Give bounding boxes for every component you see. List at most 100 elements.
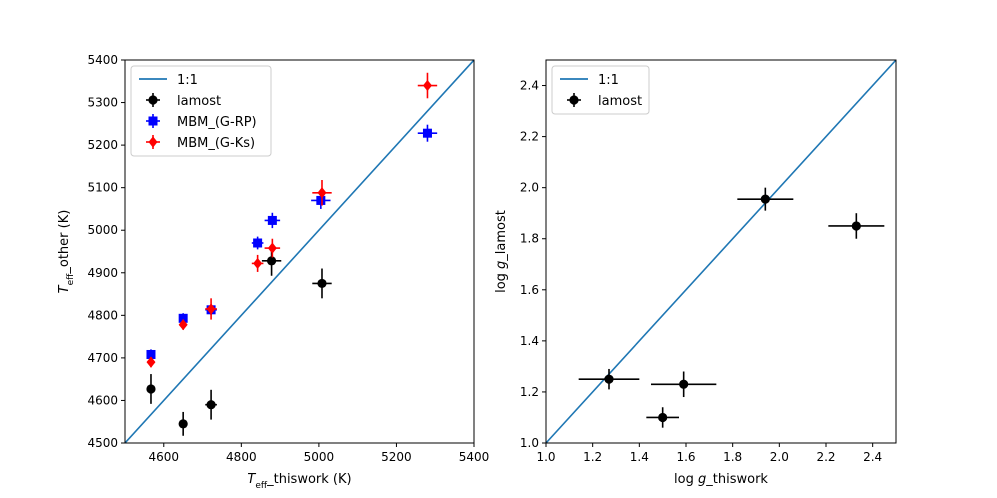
legend-box [130,65,272,157]
legend-label: 1:1 [177,73,198,88]
data-point-mbm-g-ks--4 [264,238,281,258]
y-axis-label: log g_lamost [494,210,509,293]
data-point-mbm-g-rp--4 [264,212,281,229]
data-point-lamost-0 [146,374,156,404]
x-tick-label: 4600 [149,450,180,464]
data-point-lamost-1 [646,407,679,428]
point-marker [317,187,327,199]
y-tick-label: 2.0 [520,181,539,195]
x-tick-label: 1.4 [630,450,649,464]
x-tick-label: 1.6 [676,450,695,464]
point-marker [146,356,156,368]
x-tick-label: 2.0 [770,450,789,464]
y-tick-label: 4800 [87,308,118,322]
data-point-lamost-4 [828,213,885,239]
y-tick-label: 5400 [87,53,118,67]
data-point-lamost-2 [205,389,217,420]
one-to-one-line [546,60,896,443]
one-to-one-line [125,60,474,443]
y-axis-label-rest: _other (K) [57,210,72,275]
point-marker [178,419,188,429]
legend-label: MBM_(G-RP) [177,115,257,130]
y-tick-label: 2.2 [520,130,539,144]
y-tick-label: 5000 [87,223,118,237]
point-marker [206,303,216,315]
data-point-mbm-g-rp--6 [417,124,438,142]
data-point-lamost-4 [312,268,332,299]
x-axis-label: Teff_thiswork (K) [247,472,351,491]
legend: 1:1 lamost [551,65,650,115]
x-tick-label: 4800 [226,450,257,464]
x-tick-label: 5000 [304,450,335,464]
y-tick-label: 1.2 [520,385,539,399]
panel-teff: 4600 4800 5000 5200 5400 4500 4600 4700 4800 4900… [57,53,489,491]
point-marker [851,221,861,231]
data-point-mbm-g-ks--6 [417,72,438,99]
x-axis-label-main: T [247,472,256,487]
x-axis-label-ital: g [698,472,706,487]
point-marker [146,384,156,394]
plot-area [546,60,896,443]
x-tick-label: 1.2 [583,450,602,464]
x-axis-label-main: log [674,472,698,487]
point-marker [422,128,432,138]
point-marker [253,238,263,248]
x-tick-label: 2.2 [816,450,835,464]
y-tick-label: 4700 [87,351,118,365]
x-axis-label-rest: _thiswork [705,472,768,487]
legend-label: lamost [177,94,221,109]
y-tick-label: 5200 [87,138,118,152]
y-axis-label-sub: eff [66,273,76,286]
y-tick-label: 2.4 [520,79,539,93]
x-tick-label: 5200 [381,450,412,464]
legend-label: MBM_(G-Ks) [177,136,255,151]
data-point-lamost-0 [578,368,640,390]
data-point-mbm-g-ks--3 [251,254,264,272]
y-tick-label: 5300 [87,96,118,110]
y-axis-label-main: log [494,269,509,293]
legend: 1:1 lamost MBM_(G-RP) MBM_(G-Ks) [130,65,272,157]
y-axis-label-main: T [57,284,72,293]
point-marker [658,412,668,423]
x-axis-label: log g_thiswork [674,472,768,487]
data-point-lamost-2 [651,371,717,398]
point-marker [317,278,327,289]
point-marker [178,319,188,331]
data-point-lamost-1 [178,411,188,436]
axes-frame [545,59,897,444]
y-axis-label-rest: _lamost [494,210,509,262]
point-marker [267,215,277,225]
y-axis-label-ital: g [494,261,509,269]
point-marker [146,349,156,359]
point-marker [253,257,263,270]
data-point-mbm-g-ks--2 [205,298,217,320]
data-point-mbm-g-ks--1 [178,319,188,331]
legend-marker [148,116,158,126]
legend-marker [148,95,158,105]
legend-label: lamost [598,94,642,109]
x-tick-label: 1.8 [723,450,742,464]
legend-marker [569,95,579,105]
point-marker [206,400,216,410]
x-tick-label: 2.4 [863,450,882,464]
y-tick-label: 5100 [87,181,118,195]
data-point-lamost-3 [737,187,794,211]
point-marker [267,242,277,254]
x-axis-label-rest: _thiswork (K) [266,472,351,487]
point-marker [422,79,432,92]
y-tick-label: 4600 [87,393,118,407]
point-marker [604,374,614,384]
data-point-mbm-g-rp--3 [251,236,264,250]
point-marker [679,379,689,389]
panel-logg: 1.0 1.2 1.4 1.6 1.8 2.0 2.2 2.4 1.0 1.2 1.4 1.6 1.8 2… [494,59,897,487]
y-tick-label: 4500 [87,436,118,450]
x-tick-label: 1.0 [536,450,555,464]
y-tick-label: 1.8 [520,232,539,246]
x-tick-label: 5400 [459,450,490,464]
y-axis-label: Teff_other (K) [57,210,76,294]
data-point-mbm-g-ks--0 [146,356,156,368]
data-point-mbm-g-ks--5 [312,180,332,206]
point-marker [760,194,770,204]
plot-area [125,60,474,443]
